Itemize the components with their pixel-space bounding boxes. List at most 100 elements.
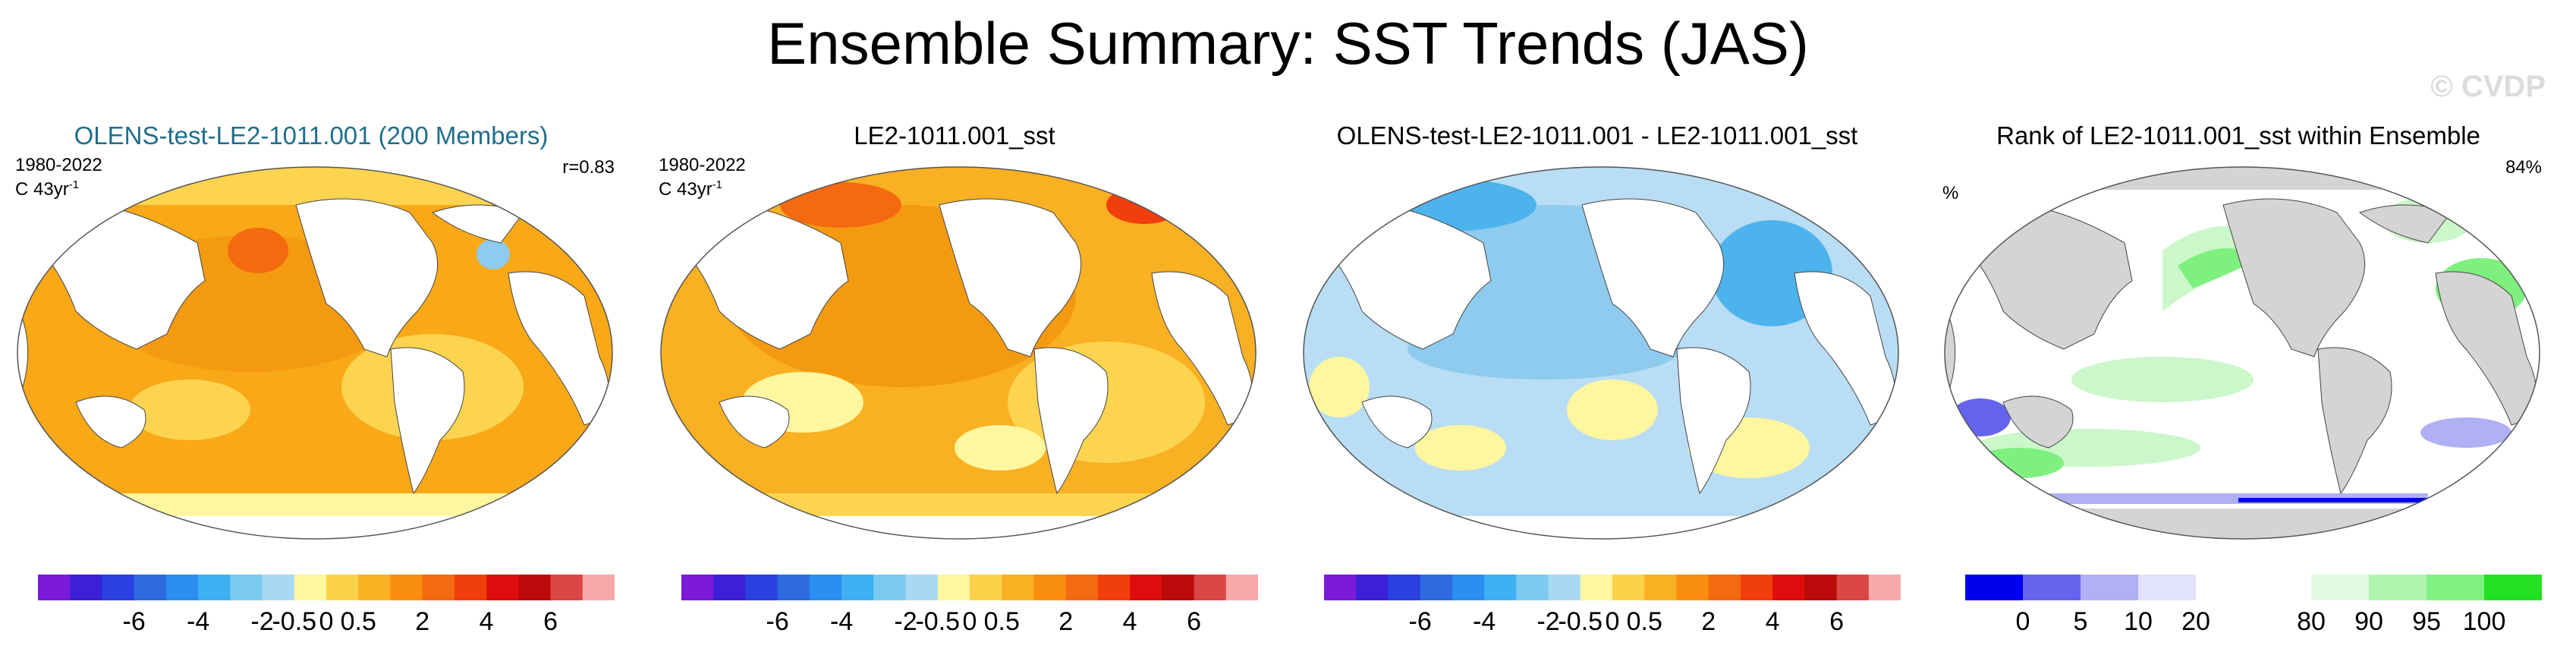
colorbar-swatch xyxy=(1162,575,1195,600)
rank-percent-label: 84% xyxy=(2505,157,2542,178)
colorbar-swatch xyxy=(165,575,199,600)
colorbar-swatch xyxy=(2196,575,2254,600)
colorbar-swatch xyxy=(1965,575,2024,600)
colorbar-swatch xyxy=(777,575,810,600)
trend-colorbar xyxy=(681,575,1258,600)
colorbar-tick-label: 90 xyxy=(2354,607,2383,636)
colorbar-swatch xyxy=(1033,575,1067,600)
colorbar-swatch xyxy=(550,575,583,600)
colorbar-tick-label: -4 xyxy=(186,607,210,636)
colorbar-tick-label: -2 xyxy=(1536,607,1560,636)
trend-colorbar-ticks: -6 -4 -2 -0.5 0 0.5 2 4 6 xyxy=(38,607,615,638)
colorbar-tick-label: -2 xyxy=(250,607,274,636)
colorbar-swatch xyxy=(937,575,970,600)
colorbar-tick-label: 0.5 xyxy=(1626,607,1662,636)
colorbar-tick-label: 20 xyxy=(2181,607,2210,636)
colorbar-swatch xyxy=(198,575,231,600)
trend-map xyxy=(660,166,1257,540)
colorbar-tick-label: -0.5 xyxy=(915,607,961,636)
colorbar-swatch xyxy=(230,575,263,600)
colorbar-swatch xyxy=(1516,575,1549,600)
colorbar-swatch xyxy=(134,575,167,600)
colorbar-swatch xyxy=(2138,575,2197,600)
colorbar-tick-label: -4 xyxy=(1472,607,1496,636)
colorbar-swatch xyxy=(102,575,135,600)
colorbar-tick-label: 0 xyxy=(2015,607,2030,636)
units-base: C 43yr xyxy=(659,179,712,200)
colorbar-swatch xyxy=(486,575,519,600)
colorbar-swatch xyxy=(1097,575,1131,600)
colorbar-swatch xyxy=(454,575,487,600)
colorbar-swatch xyxy=(38,575,71,600)
colorbar-swatch xyxy=(2081,575,2139,600)
difference-colorbar xyxy=(1324,575,1901,600)
colorbar-swatch xyxy=(905,575,939,600)
colorbar-tick-label: 95 xyxy=(2412,607,2441,636)
rank-colorbar xyxy=(1965,575,2542,600)
colorbar-tick-label: 0 xyxy=(319,607,334,636)
colorbar-tick-label: 2 xyxy=(1701,607,1716,636)
colorbar-swatch xyxy=(1420,575,1453,600)
colorbar-swatch xyxy=(326,575,359,600)
colorbar-tick-label: 0 xyxy=(962,607,977,636)
colorbar-swatch xyxy=(518,575,552,600)
colorbar-tick-label: -0.5 xyxy=(272,607,317,636)
colorbar-tick-label: -6 xyxy=(1408,607,1432,636)
colorbar-tick-label: -6 xyxy=(122,607,146,636)
colorbar-swatch xyxy=(1324,575,1357,600)
period-text: 1980-2022 xyxy=(659,155,746,175)
colorbar-swatch xyxy=(70,575,102,600)
colorbar-swatch xyxy=(2254,575,2312,600)
colorbar-swatch xyxy=(873,575,907,600)
colorbar-tick-label: 10 xyxy=(2124,607,2153,636)
colorbar-swatch xyxy=(1388,575,1421,600)
units-text: C 43yr-1 xyxy=(659,175,746,200)
colorbar-swatch xyxy=(1002,575,1034,600)
colorbar-swatch xyxy=(745,575,778,600)
units-base: C 43yr xyxy=(15,179,69,200)
trend-colorbar xyxy=(38,575,615,600)
colorbar-tick-label: 4 xyxy=(479,607,494,636)
panel-observed: LE2-1011.001_sst 1980-2022 C 43yr-1 -6 -4… xyxy=(643,0,1281,655)
colorbar-tick-label: 0.5 xyxy=(983,607,1020,636)
colorbar-swatch xyxy=(2369,575,2427,600)
colorbar-swatch xyxy=(1708,575,1741,600)
panel-title: OLENS-test-LE2-1011.001 (200 Members) xyxy=(74,121,549,150)
colorbar-swatch xyxy=(1612,575,1645,600)
colorbar-swatch xyxy=(1676,575,1709,600)
colorbar-tick-label: 5 xyxy=(2073,607,2088,636)
panel-title: LE2-1011.001_sst xyxy=(854,121,1055,150)
colorbar-tick-label: 100 xyxy=(2462,607,2506,636)
colorbar-swatch xyxy=(1580,575,1613,600)
panel-title: Rank of LE2-1011.001_sst within Ensemble xyxy=(1996,121,2480,150)
figure-title: Ensemble Summary: SST Trends (JAS) xyxy=(767,10,1809,77)
colorbar-swatch xyxy=(1065,575,1099,600)
units-sup: -1 xyxy=(712,178,723,191)
colorbar-swatch xyxy=(1484,575,1517,600)
colorbar-swatch xyxy=(1452,575,1485,600)
colorbar-tick-label: -4 xyxy=(829,607,854,636)
colorbar-tick-label: 2 xyxy=(1058,607,1074,636)
colorbar-tick-label: 2 xyxy=(415,607,430,636)
colorbar-tick-label: -6 xyxy=(766,607,789,636)
colorbar-swatch xyxy=(1194,575,1227,600)
correlation-label: r=0.83 xyxy=(562,157,615,178)
colorbar-swatch xyxy=(1130,575,1162,600)
colorbar-tick-label: 0 xyxy=(1605,607,1620,636)
colorbar-swatch xyxy=(1548,575,1581,600)
watermark: © CVDP xyxy=(2430,70,2546,103)
colorbar-swatch xyxy=(681,575,714,600)
colorbar-tick-label: 6 xyxy=(1187,607,1202,636)
panel-difference: OLENS-test-LE2-1011.001 - LE2-1011.001_s… xyxy=(1286,0,1923,655)
colorbar-tick-label: 0.5 xyxy=(340,607,376,636)
colorbar-swatch xyxy=(809,575,842,600)
units-sup: -1 xyxy=(68,178,80,191)
difference-map xyxy=(1303,166,1899,540)
colorbar-swatch xyxy=(358,575,391,600)
colorbar-swatch xyxy=(713,575,746,600)
colorbar-swatch xyxy=(294,575,327,600)
colorbar-swatch xyxy=(1356,575,1389,600)
colorbar-swatch xyxy=(1740,575,1773,600)
colorbar-swatch xyxy=(2427,575,2485,600)
colorbar-swatch xyxy=(2311,575,2370,600)
